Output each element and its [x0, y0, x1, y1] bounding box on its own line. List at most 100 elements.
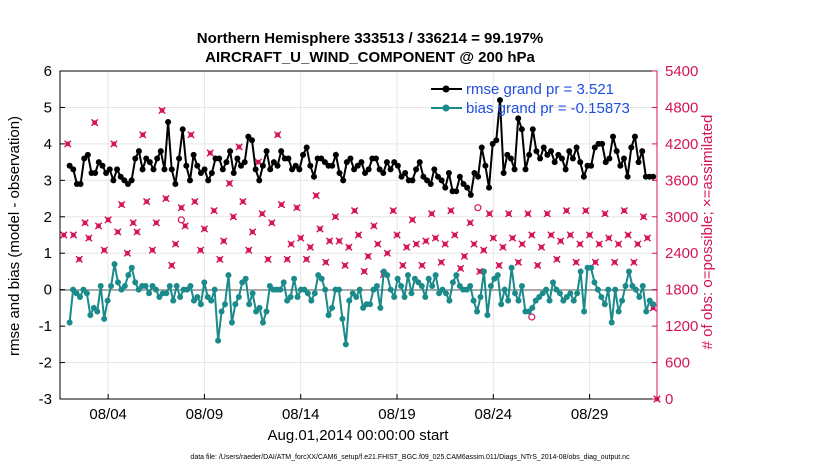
bias-point	[387, 286, 394, 293]
bias-point	[132, 279, 139, 286]
rmse-point	[431, 166, 438, 173]
y-right-tick-label: 4800	[665, 99, 698, 116]
x-axis-label: Aug.01,2014 00:00:00 start	[268, 427, 450, 444]
rmse-point	[121, 177, 128, 184]
bias-point	[311, 290, 318, 297]
rmse-point	[533, 148, 540, 155]
bias-point	[114, 279, 121, 286]
bias-point	[197, 301, 204, 308]
obs-assimilated-point	[254, 158, 263, 166]
rmse-point	[205, 177, 212, 184]
bias-point	[280, 279, 287, 286]
obs-assimilated-point	[447, 207, 455, 215]
bias-point	[508, 264, 515, 271]
bias-point	[177, 293, 184, 300]
x-tick-label: 08/14	[282, 406, 320, 423]
y-axis-left-label: rmse and bias (model - observation)	[6, 116, 23, 356]
rmse-point	[610, 133, 617, 140]
bias-point	[87, 312, 94, 319]
legend-bias-label: bias grand pr = -0.15873	[466, 100, 630, 117]
rmse-point	[591, 144, 598, 151]
rmse-point	[336, 170, 343, 177]
obs-assimilated-point	[543, 210, 551, 218]
obs-assimilated-point	[312, 191, 320, 200]
rmse-point	[263, 148, 270, 155]
rmse-point	[420, 173, 427, 180]
bias-point	[373, 283, 380, 290]
obs-assimilated-point	[162, 194, 170, 203]
rmse-point	[424, 177, 431, 184]
rmse-point	[456, 173, 463, 180]
bias-point	[342, 341, 349, 348]
obs-assimilated-point	[273, 131, 282, 139]
legend-bias-marker	[442, 104, 450, 112]
bias-point	[587, 264, 594, 271]
obs-assimilated-point	[69, 231, 78, 239]
rmse-point	[146, 159, 153, 166]
rmse-point	[296, 166, 303, 173]
rmse-point	[526, 151, 533, 158]
obs-assimilated-point	[557, 237, 565, 245]
y-right-tick-label: 0	[665, 391, 673, 408]
y-axis-left-ticks: -3 -2 -1 0 1 2 3 4 5 6	[39, 63, 65, 408]
bias-point	[194, 293, 201, 300]
rmse-point	[256, 177, 263, 184]
rmse-point	[310, 173, 317, 180]
rmse-point	[110, 177, 117, 184]
rmse-point	[391, 159, 398, 166]
rmse-point	[427, 180, 434, 187]
rmse-point	[168, 166, 175, 173]
bias-point	[474, 308, 481, 315]
rmse-point	[179, 126, 186, 133]
obs-assimilated-point	[595, 240, 603, 248]
bias-point	[128, 264, 135, 271]
rmse-point	[208, 170, 215, 177]
rmse-point	[278, 148, 285, 155]
rmse-point	[303, 144, 310, 151]
rmse-point	[438, 177, 445, 184]
bias-point	[570, 297, 577, 304]
bias-point	[639, 283, 646, 290]
obs-assimilated-point	[364, 252, 372, 260]
rmse-point	[413, 166, 420, 173]
rmse-point	[548, 148, 555, 155]
obs-assimilated-point	[402, 243, 411, 251]
bias-point	[121, 283, 128, 290]
obs-assimilated-point	[258, 210, 266, 218]
bias-point	[353, 293, 360, 300]
rmse-point	[650, 173, 657, 180]
obs-assimilated-point	[210, 207, 218, 215]
obs-assimilated-point	[383, 249, 392, 257]
obs-assimilated-point	[553, 255, 561, 263]
rmse-point	[376, 166, 383, 173]
obs-assimilated-point	[605, 234, 613, 242]
rmse-point	[201, 166, 208, 173]
obs-assimilated-point	[264, 255, 272, 263]
y-left-tick-label: 5	[44, 99, 52, 116]
obs-assimilated-point	[374, 240, 382, 248]
y-axis-right-label: # of obs: o=possible; ×=assimilated	[699, 115, 716, 350]
bias-point	[598, 293, 605, 300]
rmse-point	[230, 170, 237, 177]
obs-assimilated-point	[302, 255, 311, 263]
y-left-tick-label: 4	[44, 136, 52, 153]
bias-point	[408, 290, 415, 297]
obs-assimilated-point	[528, 231, 536, 239]
bias-point	[643, 308, 650, 315]
bias-point	[335, 286, 342, 293]
bias-point	[329, 304, 336, 311]
chart-title-line1: Northern Hemisphere 333513 / 336214 = 99…	[197, 30, 543, 47]
y-right-tick-label: 4200	[665, 136, 698, 153]
obs-assimilated-point	[495, 261, 503, 270]
obs-assimilated-point	[123, 249, 132, 257]
rmse-point	[124, 180, 131, 187]
obs-assimilated-point	[634, 240, 642, 248]
obs-assimilated-point	[239, 197, 247, 206]
bias-point	[76, 293, 83, 300]
rmse-point	[416, 159, 423, 166]
rmse-point	[66, 162, 73, 169]
bias-point	[201, 279, 208, 286]
obs-assimilated-point	[229, 213, 238, 221]
rmse-point	[358, 159, 365, 166]
rmse-point	[197, 170, 204, 177]
